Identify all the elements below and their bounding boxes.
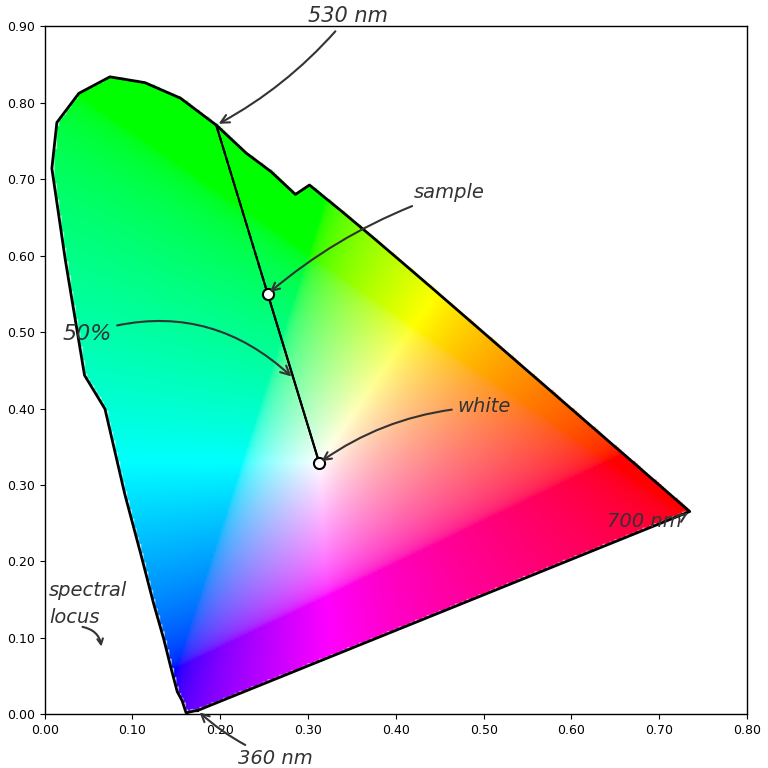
Text: 530 nm: 530 nm [220,6,388,123]
Text: 360 nm: 360 nm [201,714,313,768]
Text: 50%: 50% [62,321,290,375]
Text: sample: sample [272,184,485,290]
Text: white: white [323,397,511,460]
Text: spectral
locus: spectral locus [49,581,127,627]
Text: 700 nm: 700 nm [607,512,687,531]
